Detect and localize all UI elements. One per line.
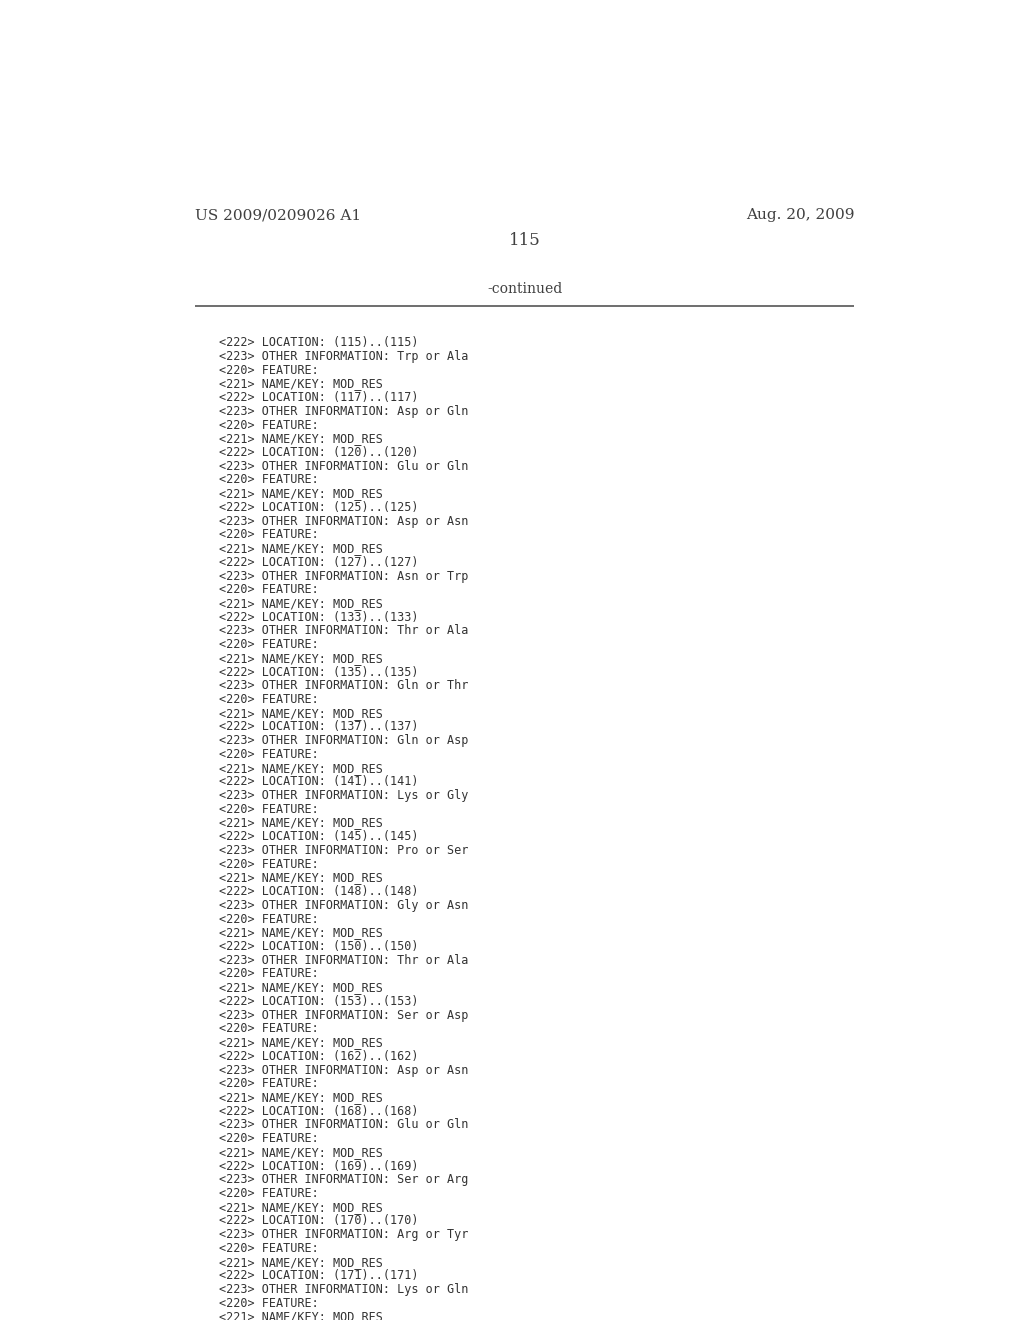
Text: <220> FEATURE:: <220> FEATURE: (219, 1242, 319, 1255)
Text: <221> NAME/KEY: MOD_RES: <221> NAME/KEY: MOD_RES (219, 1201, 383, 1213)
Text: <220> FEATURE:: <220> FEATURE: (219, 1077, 319, 1090)
Text: <222> LOCATION: (150)..(150): <222> LOCATION: (150)..(150) (219, 940, 419, 953)
Text: <220> FEATURE:: <220> FEATURE: (219, 693, 319, 706)
Text: <222> LOCATION: (145)..(145): <222> LOCATION: (145)..(145) (219, 830, 419, 843)
Text: <220> FEATURE:: <220> FEATURE: (219, 638, 319, 651)
Text: <220> FEATURE:: <220> FEATURE: (219, 364, 319, 376)
Text: <223> OTHER INFORMATION: Gly or Asn: <223> OTHER INFORMATION: Gly or Asn (219, 899, 469, 912)
Text: <222> LOCATION: (127)..(127): <222> LOCATION: (127)..(127) (219, 556, 419, 569)
Text: <220> FEATURE:: <220> FEATURE: (219, 583, 319, 597)
Text: <221> NAME/KEY: MOD_RES: <221> NAME/KEY: MOD_RES (219, 1036, 383, 1049)
Text: <220> FEATURE:: <220> FEATURE: (219, 1023, 319, 1035)
Text: <221> NAME/KEY: MOD_RES: <221> NAME/KEY: MOD_RES (219, 378, 383, 391)
Text: <223> OTHER INFORMATION: Asp or Asn: <223> OTHER INFORMATION: Asp or Asn (219, 515, 469, 528)
Text: <221> NAME/KEY: MOD_RES: <221> NAME/KEY: MOD_RES (219, 433, 383, 445)
Text: <221> NAME/KEY: MOD_RES: <221> NAME/KEY: MOD_RES (219, 1255, 383, 1269)
Text: <220> FEATURE:: <220> FEATURE: (219, 418, 319, 432)
Text: <223> OTHER INFORMATION: Glu or Gln: <223> OTHER INFORMATION: Glu or Gln (219, 1118, 469, 1131)
Text: <223> OTHER INFORMATION: Pro or Ser: <223> OTHER INFORMATION: Pro or Ser (219, 843, 469, 857)
Text: <221> NAME/KEY: MOD_RES: <221> NAME/KEY: MOD_RES (219, 706, 383, 719)
Text: <221> NAME/KEY: MOD_RES: <221> NAME/KEY: MOD_RES (219, 817, 383, 829)
Text: <220> FEATURE:: <220> FEATURE: (219, 474, 319, 487)
Text: <221> NAME/KEY: MOD_RES: <221> NAME/KEY: MOD_RES (219, 543, 383, 556)
Text: <223> OTHER INFORMATION: Asp or Gln: <223> OTHER INFORMATION: Asp or Gln (219, 405, 469, 418)
Text: <220> FEATURE:: <220> FEATURE: (219, 968, 319, 981)
Text: <223> OTHER INFORMATION: Ser or Asp: <223> OTHER INFORMATION: Ser or Asp (219, 1008, 469, 1022)
Text: <222> LOCATION: (170)..(170): <222> LOCATION: (170)..(170) (219, 1214, 419, 1228)
Text: <222> LOCATION: (120)..(120): <222> LOCATION: (120)..(120) (219, 446, 419, 459)
Text: <221> NAME/KEY: MOD_RES: <221> NAME/KEY: MOD_RES (219, 1311, 383, 1320)
Text: <223> OTHER INFORMATION: Trp or Ala: <223> OTHER INFORMATION: Trp or Ala (219, 350, 469, 363)
Text: <223> OTHER INFORMATION: Arg or Tyr: <223> OTHER INFORMATION: Arg or Tyr (219, 1228, 469, 1241)
Text: <221> NAME/KEY: MOD_RES: <221> NAME/KEY: MOD_RES (219, 487, 383, 500)
Text: <222> LOCATION: (135)..(135): <222> LOCATION: (135)..(135) (219, 665, 419, 678)
Text: 115: 115 (509, 231, 541, 248)
Text: <222> LOCATION: (153)..(153): <222> LOCATION: (153)..(153) (219, 995, 419, 1008)
Text: <223> OTHER INFORMATION: Thr or Ala: <223> OTHER INFORMATION: Thr or Ala (219, 954, 469, 966)
Text: <222> LOCATION: (162)..(162): <222> LOCATION: (162)..(162) (219, 1049, 419, 1063)
Text: <223> OTHER INFORMATION: Glu or Gln: <223> OTHER INFORMATION: Glu or Gln (219, 459, 469, 473)
Text: <220> FEATURE:: <220> FEATURE: (219, 1296, 319, 1309)
Text: <222> LOCATION: (171)..(171): <222> LOCATION: (171)..(171) (219, 1270, 419, 1282)
Text: <220> FEATURE:: <220> FEATURE: (219, 912, 319, 925)
Text: <220> FEATURE:: <220> FEATURE: (219, 1187, 319, 1200)
Text: <222> LOCATION: (137)..(137): <222> LOCATION: (137)..(137) (219, 721, 419, 734)
Text: <221> NAME/KEY: MOD_RES: <221> NAME/KEY: MOD_RES (219, 981, 383, 994)
Text: <221> NAME/KEY: MOD_RES: <221> NAME/KEY: MOD_RES (219, 927, 383, 940)
Text: <220> FEATURE:: <220> FEATURE: (219, 1133, 319, 1146)
Text: <222> LOCATION: (168)..(168): <222> LOCATION: (168)..(168) (219, 1105, 419, 1118)
Text: <221> NAME/KEY: MOD_RES: <221> NAME/KEY: MOD_RES (219, 871, 383, 884)
Text: Aug. 20, 2009: Aug. 20, 2009 (745, 209, 854, 222)
Text: <222> LOCATION: (117)..(117): <222> LOCATION: (117)..(117) (219, 391, 419, 404)
Text: <223> OTHER INFORMATION: Ser or Arg: <223> OTHER INFORMATION: Ser or Arg (219, 1173, 469, 1187)
Text: <222> LOCATION: (125)..(125): <222> LOCATION: (125)..(125) (219, 500, 419, 513)
Text: <221> NAME/KEY: MOD_RES: <221> NAME/KEY: MOD_RES (219, 762, 383, 775)
Text: <220> FEATURE:: <220> FEATURE: (219, 748, 319, 760)
Text: -continued: -continued (487, 282, 562, 297)
Text: <221> NAME/KEY: MOD_RES: <221> NAME/KEY: MOD_RES (219, 1090, 383, 1104)
Text: <222> LOCATION: (169)..(169): <222> LOCATION: (169)..(169) (219, 1159, 419, 1172)
Text: <220> FEATURE:: <220> FEATURE: (219, 528, 319, 541)
Text: <223> OTHER INFORMATION: Asp or Asn: <223> OTHER INFORMATION: Asp or Asn (219, 1064, 469, 1077)
Text: <222> LOCATION: (133)..(133): <222> LOCATION: (133)..(133) (219, 611, 419, 623)
Text: US 2009/0209026 A1: US 2009/0209026 A1 (196, 209, 361, 222)
Text: <223> OTHER INFORMATION: Gln or Asp: <223> OTHER INFORMATION: Gln or Asp (219, 734, 469, 747)
Text: <222> LOCATION: (115)..(115): <222> LOCATION: (115)..(115) (219, 337, 419, 350)
Text: <223> OTHER INFORMATION: Lys or Gln: <223> OTHER INFORMATION: Lys or Gln (219, 1283, 469, 1296)
Text: <220> FEATURE:: <220> FEATURE: (219, 858, 319, 871)
Text: <223> OTHER INFORMATION: Asn or Trp: <223> OTHER INFORMATION: Asn or Trp (219, 569, 469, 582)
Text: <222> LOCATION: (148)..(148): <222> LOCATION: (148)..(148) (219, 886, 419, 898)
Text: <220> FEATURE:: <220> FEATURE: (219, 803, 319, 816)
Text: <221> NAME/KEY: MOD_RES: <221> NAME/KEY: MOD_RES (219, 652, 383, 665)
Text: <223> OTHER INFORMATION: Gln or Thr: <223> OTHER INFORMATION: Gln or Thr (219, 680, 469, 692)
Text: <223> OTHER INFORMATION: Lys or Gly: <223> OTHER INFORMATION: Lys or Gly (219, 789, 469, 803)
Text: <221> NAME/KEY: MOD_RES: <221> NAME/KEY: MOD_RES (219, 597, 383, 610)
Text: <221> NAME/KEY: MOD_RES: <221> NAME/KEY: MOD_RES (219, 1146, 383, 1159)
Text: <222> LOCATION: (141)..(141): <222> LOCATION: (141)..(141) (219, 775, 419, 788)
Text: <223> OTHER INFORMATION: Thr or Ala: <223> OTHER INFORMATION: Thr or Ala (219, 624, 469, 638)
